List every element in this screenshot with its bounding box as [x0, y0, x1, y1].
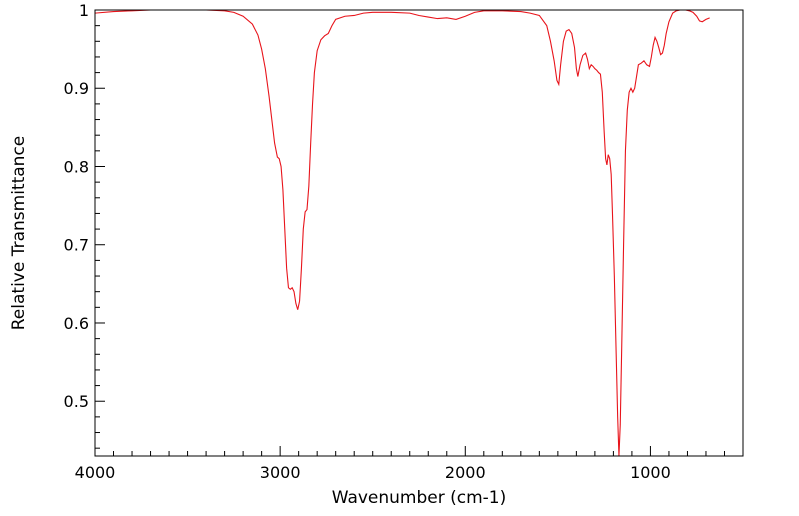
x-tick-label: 2000 [445, 463, 486, 482]
y-axis-title: Relative Transmittance [9, 136, 29, 331]
y-tick-label: 0.6 [64, 314, 89, 333]
y-tick-label: 0.8 [64, 157, 89, 176]
x-tick-label: 1000 [630, 463, 671, 482]
plot-frame [94, 9, 744, 457]
series-line-transmittance [94, 9, 710, 457]
y-axis: 1 0.9 0.8 0.7 0.6 0.5 [64, 1, 105, 449]
y-tick-label: 0.5 [64, 392, 89, 411]
x-tick-label: 3000 [260, 463, 301, 482]
y-tick-label: 0.7 [64, 236, 89, 255]
y-tick-label: 0.9 [64, 79, 89, 98]
y-tick-label: 1 [79, 1, 89, 20]
x-axis-title: Wavenumber (cm-1) [332, 488, 507, 508]
x-tick-label: 4000 [75, 463, 116, 482]
x-axis: 4000 3000 2000 1000 [75, 446, 744, 482]
